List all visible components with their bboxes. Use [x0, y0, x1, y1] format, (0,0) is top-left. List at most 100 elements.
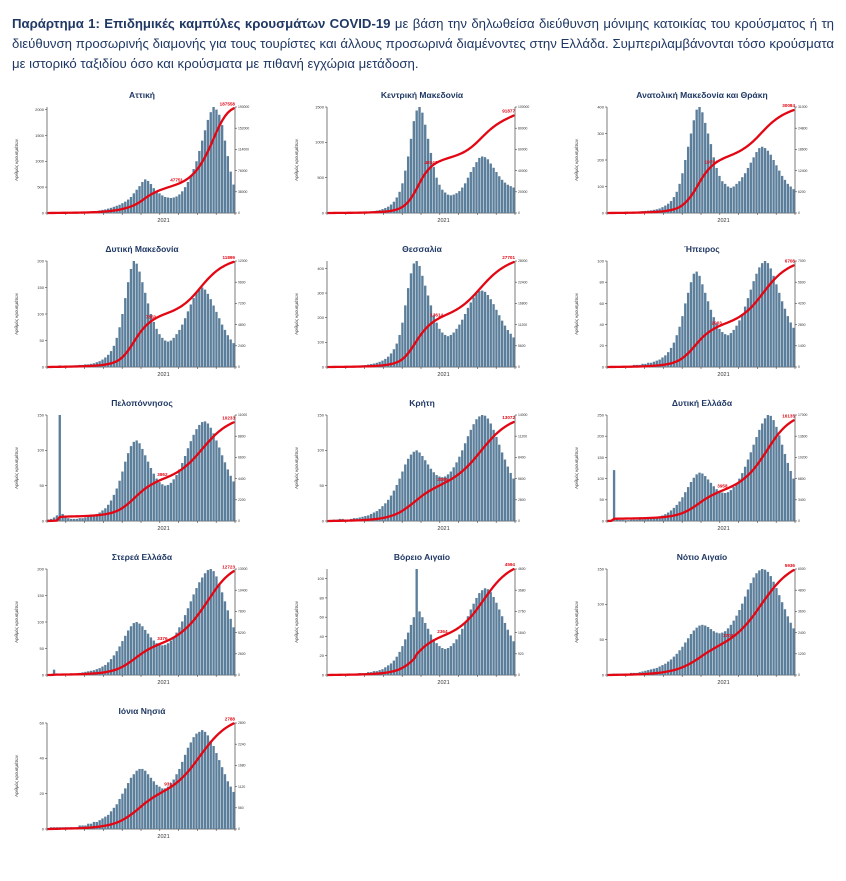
y2-tick-label: 2600 [238, 652, 246, 656]
daily-cases-bar [164, 197, 166, 213]
daily-cases-bar [713, 487, 715, 522]
daily-cases-bar [410, 455, 412, 521]
daily-cases-bar [613, 471, 615, 522]
daily-cases-bar [501, 617, 503, 676]
daily-cases-bars [47, 107, 235, 213]
daily-cases-bar [792, 328, 794, 367]
daily-cases-bar [750, 163, 752, 213]
daily-cases-bar [510, 636, 512, 676]
daily-cases-bar [727, 493, 729, 522]
daily-cases-bar [218, 584, 220, 675]
daily-cases-bar [421, 113, 423, 213]
daily-cases-bar [418, 107, 420, 213]
daily-cases-bar [444, 193, 446, 213]
daily-cases-bar [418, 266, 420, 367]
y2-tick-label: 1840 [518, 631, 526, 635]
daily-cases-bar [636, 520, 638, 521]
y-axis-title: Αριθμός κρουσμάτων [14, 447, 19, 490]
daily-cases-bar [396, 485, 398, 521]
daily-cases-bar [136, 441, 138, 522]
chart-canvas: Ήπειρος020406080100014002800420056007000… [571, 241, 833, 393]
daily-cases-bar [221, 325, 223, 367]
daily-cases-bar [407, 157, 409, 214]
daily-cases-bar [390, 664, 392, 676]
daily-cases-bar [664, 664, 666, 675]
daily-cases-bar [784, 309, 786, 367]
daily-cases-bar [510, 187, 512, 214]
daily-cases-bar [710, 144, 712, 213]
daily-cases-bar [212, 746, 214, 829]
daily-cases-bar [413, 452, 415, 521]
y2-tick-label: 1680 [238, 764, 246, 768]
daily-cases-bar [470, 303, 472, 368]
y-tick-label: 200 [37, 259, 44, 264]
x-tick-label-year: 2021 [157, 680, 169, 686]
chart-canvas: Δυτική Μακεδονία050100150200024004800720… [11, 241, 273, 393]
y2-tick-label: 114000 [238, 148, 249, 152]
chart-canvas: Ιόνια Νησιά02040600560112016802240280020… [11, 703, 273, 855]
daily-cases-bar [212, 572, 214, 676]
y2-tick-label: 920 [518, 652, 524, 656]
daily-cases-bar [501, 180, 503, 213]
daily-cases-bar [507, 185, 509, 213]
daily-cases-bars [607, 107, 795, 213]
y-tick-label: 20 [600, 344, 605, 349]
daily-cases-bar [201, 730, 203, 829]
daily-cases-bar [775, 285, 777, 368]
y-tick-label: 150 [597, 567, 604, 572]
daily-cases-bar [144, 293, 146, 367]
y2-tick-label: 2240 [238, 743, 246, 747]
daily-cases-bar [438, 329, 440, 367]
daily-cases-bar [450, 646, 452, 675]
daily-cases-bar [721, 633, 723, 675]
y-axis-title: Αριθμός κρουσμάτων [574, 447, 579, 490]
y-tick-label: 200 [597, 434, 604, 439]
daily-cases-bar [195, 293, 197, 367]
y2-tick-label: 190000 [238, 106, 249, 110]
daily-cases-bar [147, 634, 149, 675]
daily-cases-bar [190, 743, 192, 830]
y-tick-label: 20 [320, 654, 325, 659]
chart-title: Δυτική Μακεδονία [105, 244, 179, 254]
daily-cases-bar [764, 148, 766, 213]
daily-cases-bar [118, 481, 120, 521]
daily-cases-bar [790, 187, 792, 214]
daily-cases-bar [130, 627, 132, 676]
daily-cases-bar [138, 624, 140, 675]
y-tick-label: 60 [40, 721, 45, 726]
y2-tick-label: 0 [798, 212, 800, 216]
daily-cases-bar [81, 519, 83, 522]
daily-cases-bar [155, 479, 157, 521]
daily-cases-bar [467, 308, 469, 367]
y-tick-label: 1000 [35, 159, 45, 164]
chart-title: Ανατολική Μακεδονία και Θράκη [636, 90, 767, 100]
y2-tick-label: 2760 [518, 610, 526, 614]
daily-cases-bar [507, 630, 509, 675]
daily-cases-bar [167, 198, 169, 214]
daily-cases-bar [127, 783, 129, 829]
daily-cases-bar [684, 643, 686, 676]
daily-cases-bar [453, 333, 455, 368]
daily-cases-bar [212, 306, 214, 367]
daily-cases-bar [230, 340, 232, 368]
y-tick-label: 100 [317, 448, 324, 453]
daily-cases-bar [715, 633, 717, 675]
daily-cases-bar [421, 276, 423, 367]
daily-cases-bar [130, 778, 132, 829]
daily-cases-bar [147, 304, 149, 368]
daily-cases-bar [107, 663, 109, 676]
y2-tick-label: 0 [518, 366, 520, 370]
daily-cases-bar [447, 648, 449, 675]
y2-tick-label: 14000 [518, 414, 528, 418]
daily-cases-bar [150, 468, 152, 521]
daily-cases-bar [781, 302, 783, 368]
y-axis-title: Αριθμός κρουσμάτων [294, 139, 299, 182]
daily-cases-bar [110, 812, 112, 830]
daily-cases-bar [458, 457, 460, 521]
daily-cases-bar [472, 298, 474, 368]
daily-cases-bar [727, 336, 729, 368]
daily-cases-bar [755, 274, 757, 367]
cumulative-mid-label: 931 [164, 782, 172, 787]
daily-cases-bar [190, 602, 192, 676]
